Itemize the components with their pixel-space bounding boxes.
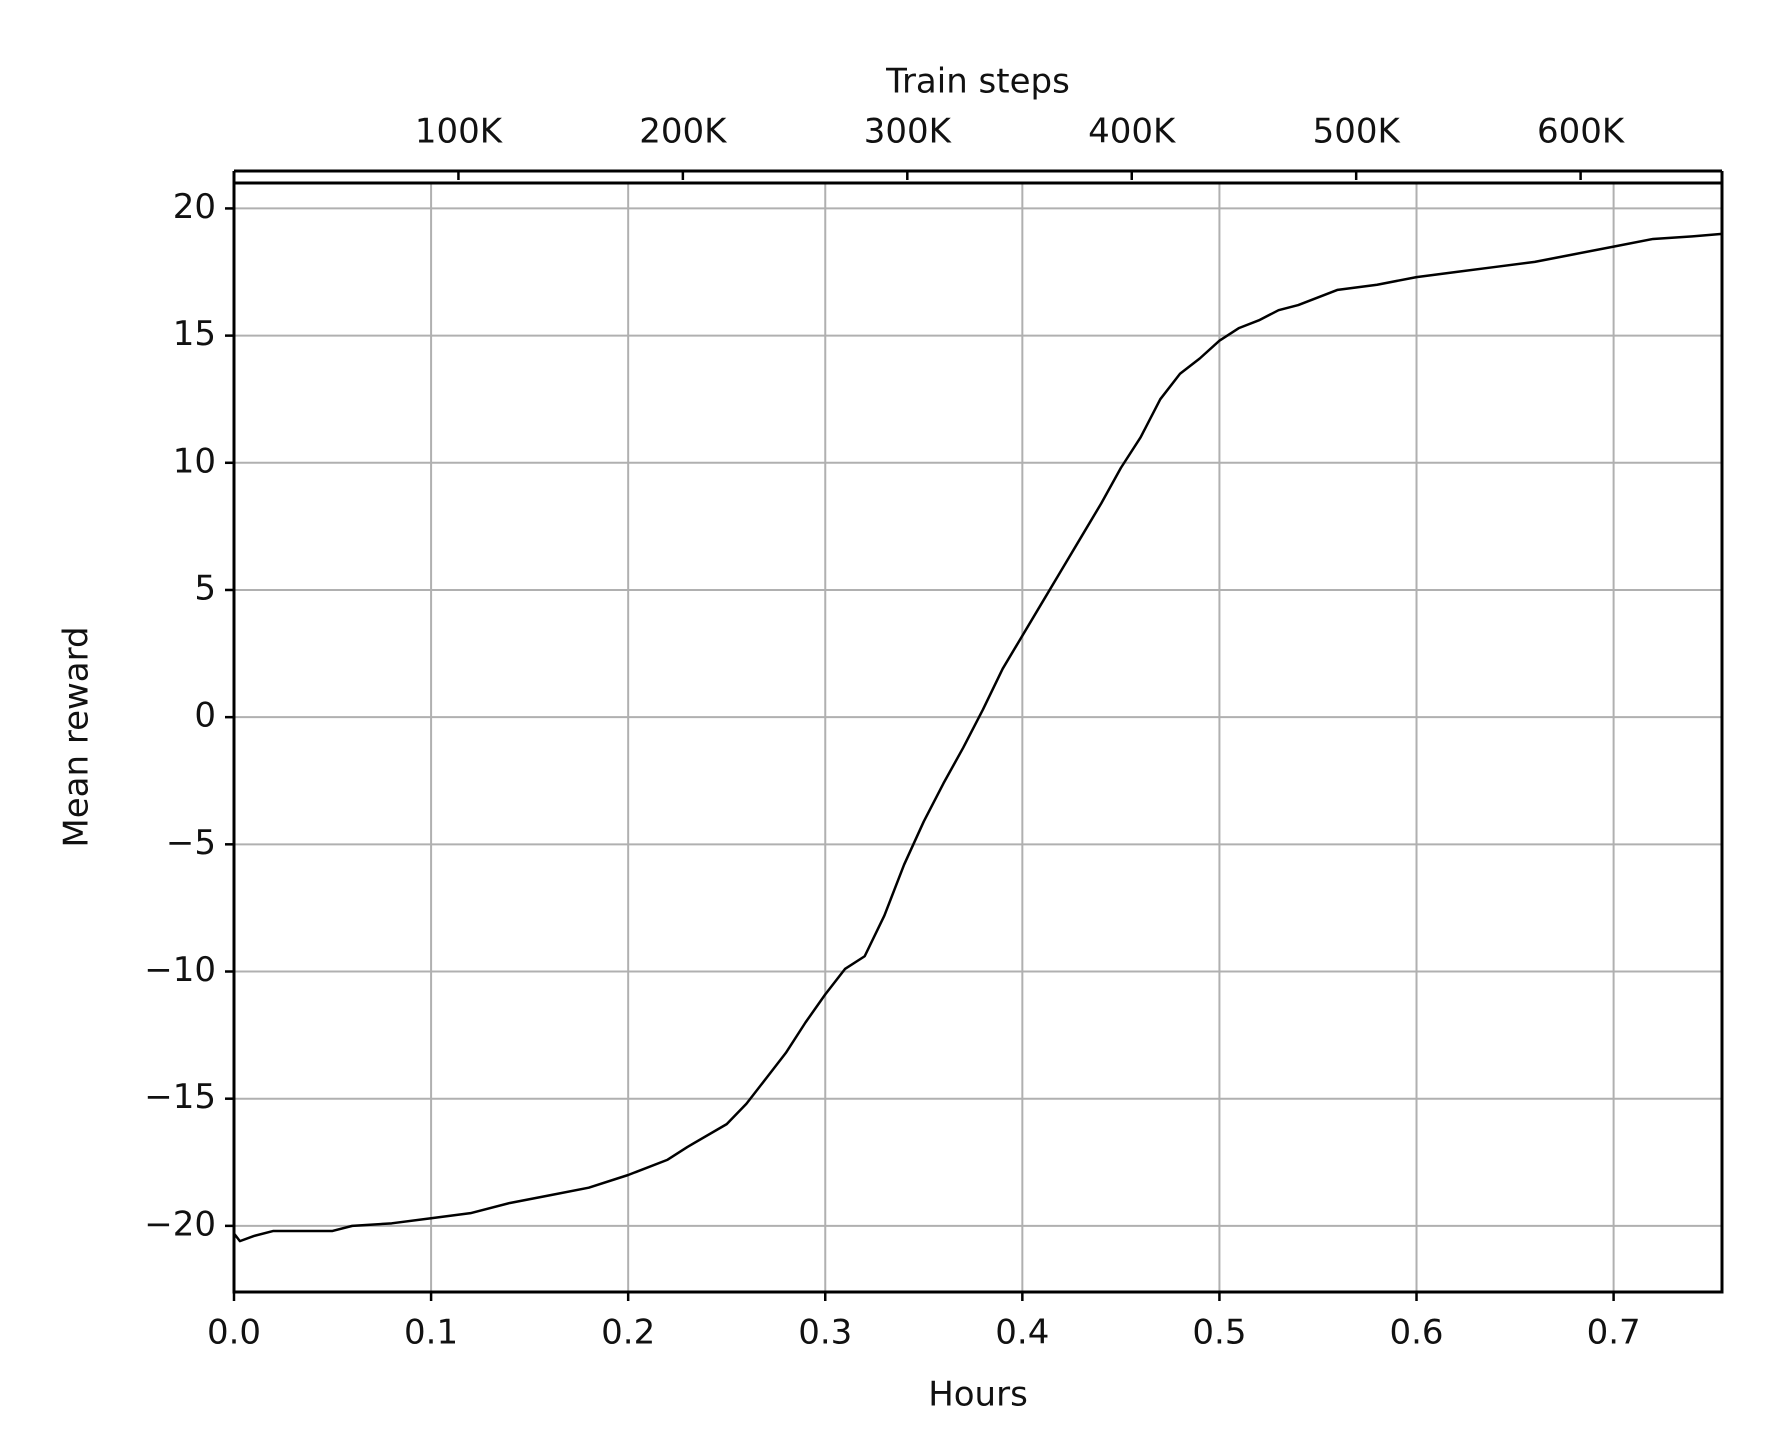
x-tick-label: 0.7	[1587, 1313, 1641, 1353]
plot-frame	[232, 181, 1724, 1294]
top-tick-label: 300K	[864, 112, 953, 152]
x-tick-label: 0.3	[798, 1313, 852, 1353]
y-tick-label: 5	[194, 568, 216, 608]
x-tick-label: 0.0	[207, 1313, 261, 1353]
top-axis-label: Train steps	[885, 62, 1070, 102]
y-tick-label: −20	[144, 1204, 216, 1244]
y-tick-label: −10	[144, 950, 216, 990]
top-tick-label: 400K	[1088, 112, 1177, 152]
x-axis-label: Hours	[928, 1375, 1028, 1415]
x-tick-label: 0.6	[1389, 1313, 1443, 1353]
x-tick-label: 0.5	[1192, 1313, 1246, 1353]
y-tick-label: 15	[173, 314, 216, 354]
y-tick-label: −5	[166, 823, 216, 863]
y-tick-label: 20	[173, 187, 216, 227]
x-tick-label: 0.4	[995, 1313, 1049, 1353]
x-tick-label: 0.2	[601, 1313, 655, 1353]
top-tick-label: 200K	[639, 112, 728, 152]
y-tick-label: −15	[144, 1077, 216, 1117]
y-tick-label: 10	[173, 441, 216, 481]
top-tick-label: 100K	[415, 112, 504, 152]
x-tick-label: 0.1	[404, 1313, 458, 1353]
data-line	[233, 232, 1723, 1243]
y-tick-label: 0	[194, 696, 216, 736]
y-axis-label: Mean reward	[57, 626, 97, 847]
top-tick-label: 500K	[1313, 112, 1402, 152]
top-tick-label: 600K	[1537, 112, 1626, 152]
